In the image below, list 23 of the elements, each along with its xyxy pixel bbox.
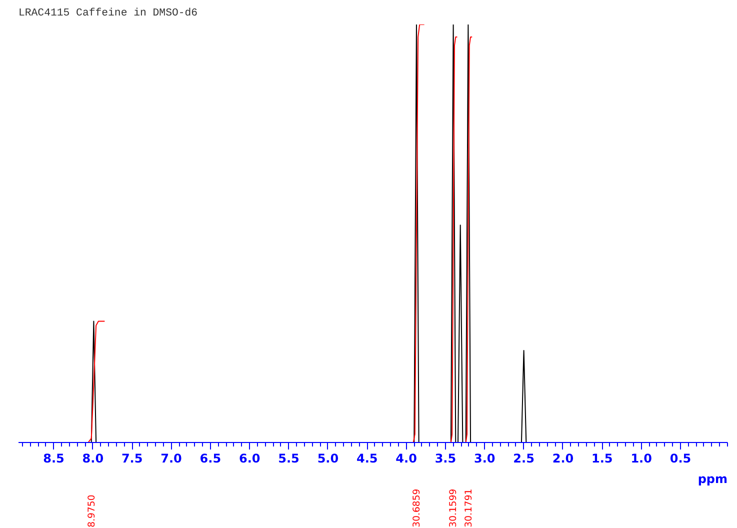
x-tick-label: 1.0 xyxy=(630,452,652,466)
x-tick-label: 1.5 xyxy=(592,452,613,466)
x-tick-label: 0.5 xyxy=(670,452,692,466)
x-tick-label: 4.5 xyxy=(356,452,378,466)
x-tick-label: 3.5 xyxy=(434,452,456,466)
x-tick-label: 2.0 xyxy=(552,452,574,466)
x-axis-title: ppm xyxy=(698,472,728,486)
x-tick-label: 2.5 xyxy=(513,452,534,466)
x-tick-label: 6.0 xyxy=(238,452,260,466)
x-tick-label: 4.0 xyxy=(396,452,417,466)
x-tick-label: 5.0 xyxy=(317,452,339,466)
text: 30.1599 xyxy=(448,488,460,528)
chart-title: LRAC4115 Caffeine in DMSO-d6 xyxy=(18,8,198,20)
x-tick-label: 8.0 xyxy=(82,452,104,466)
x-tick-label: 6.5 xyxy=(200,452,222,466)
x-tick-label: 7.0 xyxy=(160,452,182,466)
x-tick-label: 7.5 xyxy=(121,452,143,466)
x-tick-label: 3.0 xyxy=(474,452,496,466)
x-tick-label: 5.5 xyxy=(278,452,300,466)
text: 8.9750 xyxy=(86,494,98,528)
text: 30.1791 xyxy=(463,488,474,528)
text: 30.6859 xyxy=(412,488,423,528)
x-tick-label: 8.5 xyxy=(43,452,64,466)
